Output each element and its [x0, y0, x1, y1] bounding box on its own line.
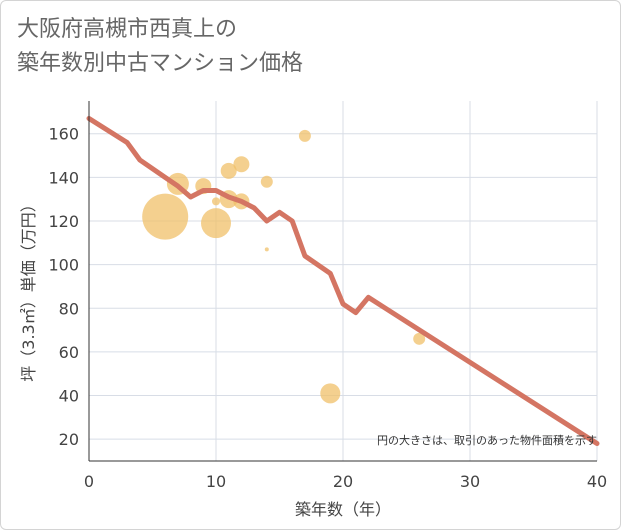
chart-title-line2: 築年数別中古マンション価格 — [17, 51, 304, 76]
x-tick-label: 40 — [587, 472, 607, 491]
data-bubble — [260, 175, 273, 188]
data-bubble — [212, 197, 220, 206]
x-tick-label: 30 — [460, 472, 480, 491]
data-bubble — [220, 162, 237, 179]
y-tick-label: 20 — [59, 430, 79, 449]
data-bubble — [264, 247, 269, 252]
y-tick-label: 80 — [59, 299, 79, 318]
x-tick-label: 20 — [333, 472, 353, 491]
chart-title: 大阪府高槻市西真上の 築年数別中古マンション価格 — [17, 13, 303, 81]
x-tick-label: 10 — [206, 472, 226, 491]
trend-line — [86, 116, 600, 446]
y-tick-label: 60 — [59, 343, 79, 362]
bubble-size-note: 円の大きさは、取引のあった物件面積を示す — [377, 433, 597, 447]
y-tick-label: 120 — [48, 212, 79, 231]
data-bubble — [201, 208, 231, 239]
y-tick-label: 40 — [59, 387, 79, 406]
x-axis-label: 築年数（年） — [295, 500, 391, 519]
grid-lines — [89, 101, 598, 461]
tick-labels: 0 10 20 30 40 20 40 60 80 100 120 140 160 — [48, 125, 607, 491]
y-tick-label: 140 — [48, 168, 79, 187]
data-bubble — [142, 193, 189, 240]
data-bubble — [298, 129, 311, 142]
data-bubble — [413, 332, 426, 345]
data-bubble — [320, 383, 341, 404]
y-tick-label: 160 — [48, 125, 79, 144]
axes — [88, 101, 597, 462]
chart-title-line1: 大阪府高槻市西真上の — [17, 17, 238, 42]
trend-layer — [86, 116, 600, 446]
bubble-layer — [142, 129, 426, 404]
x-tick-label: 0 — [84, 472, 94, 491]
y-axis-label: 坪（3.3㎡）単価（万円） — [19, 196, 38, 381]
y-tick-label: 100 — [48, 256, 79, 275]
data-bubble — [233, 156, 250, 173]
